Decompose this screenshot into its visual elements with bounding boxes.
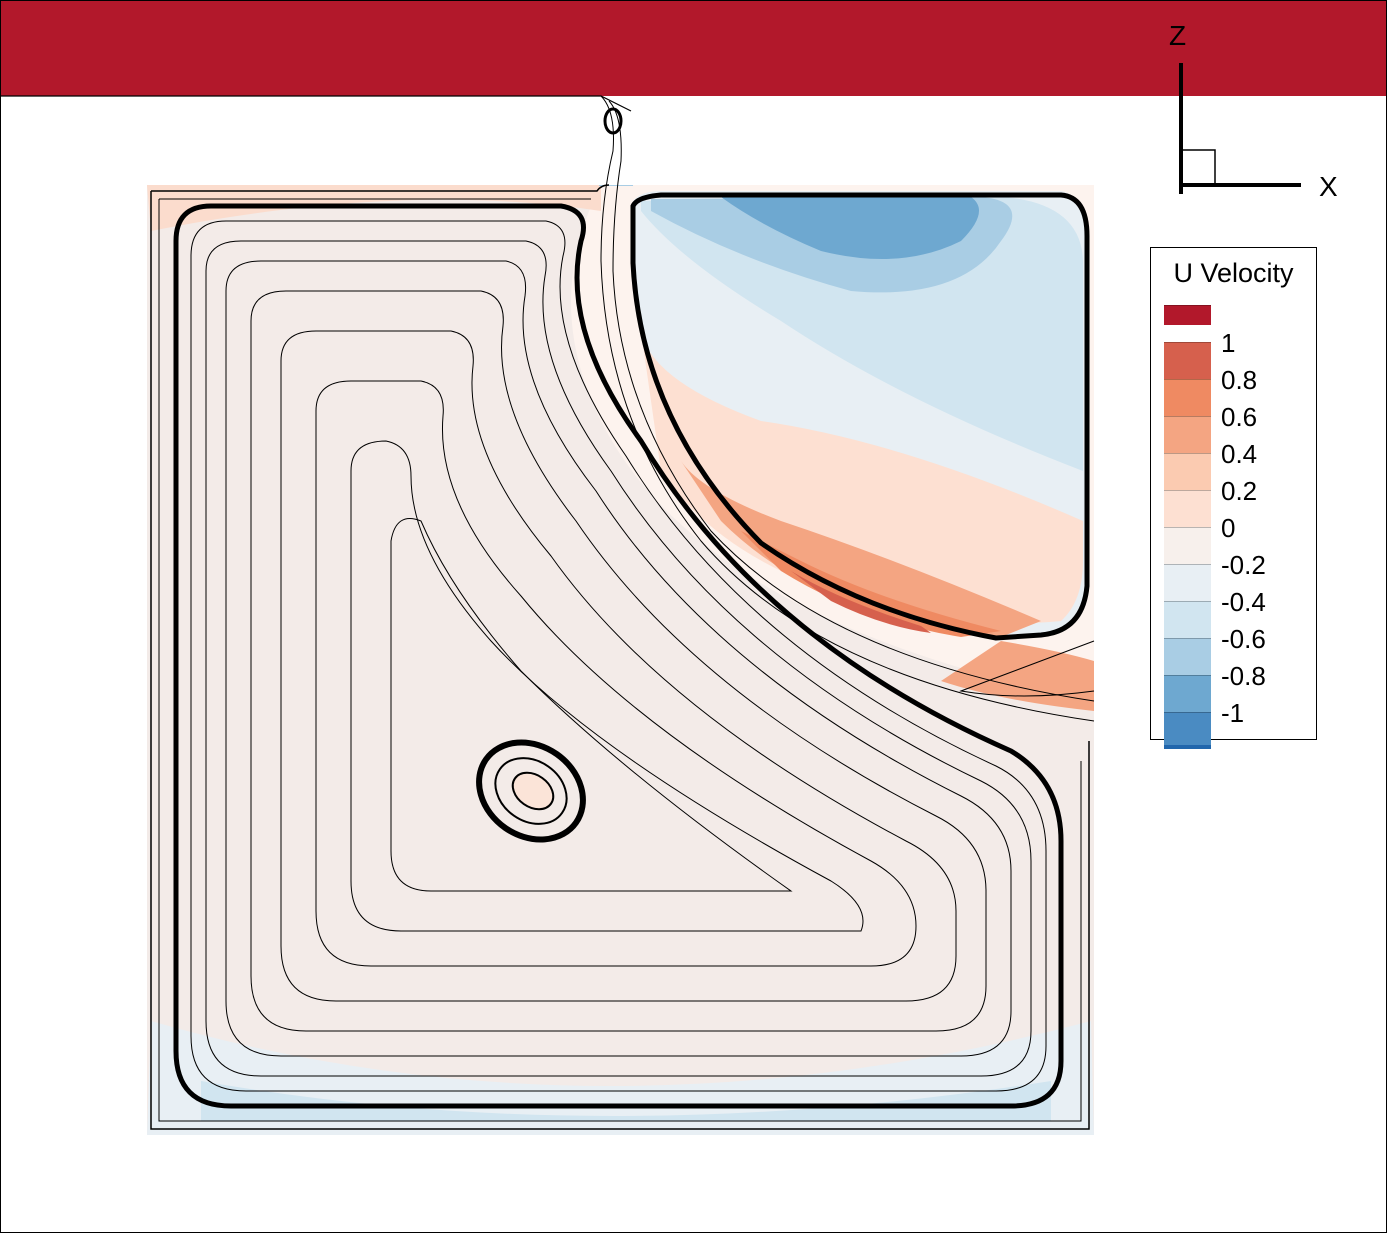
legend-swatch	[1164, 712, 1211, 749]
legend-swatch	[1164, 305, 1211, 325]
legend-level-label: 0.8	[1221, 365, 1258, 395]
legend-swatch	[1164, 379, 1211, 416]
legend-level-label: 0	[1221, 513, 1236, 543]
legend-level-label: 0.4	[1221, 439, 1258, 469]
legend-swatch	[1164, 638, 1211, 675]
axis-label-horizontal: X	[1319, 171, 1338, 202]
color-legend: U Velocity 1 0.8 0.6 0.4 0.2 0 -0.2 -0.4 -0.6 -0.…	[1150, 247, 1317, 749]
streamlines	[1, 95, 1095, 1130]
legend-level-label: -0.4	[1221, 587, 1266, 617]
legend-level-label: -0.6	[1221, 624, 1266, 654]
legend-swatch	[1164, 416, 1211, 453]
legend-swatch	[1164, 342, 1211, 379]
legend-level-label: 0.2	[1221, 476, 1258, 506]
axis-label-vertical: Z	[1169, 20, 1186, 51]
axis-triad: Z X	[1169, 20, 1338, 202]
legend-swatch	[1164, 490, 1211, 527]
legend-level-label: -0.2	[1221, 550, 1266, 580]
legend-level-label: 1	[1221, 328, 1236, 358]
legend-title: U Velocity	[1173, 258, 1294, 288]
legend-level-label: -0.8	[1221, 661, 1266, 691]
velocity-contours	[147, 185, 1094, 1135]
lid-band	[1, 1, 1386, 96]
legend-level-label: 0.6	[1221, 402, 1258, 432]
legend-swatch	[1164, 527, 1211, 564]
legend-swatch	[1164, 564, 1211, 601]
legend-swatch	[1164, 601, 1211, 638]
legend-swatch	[1164, 675, 1211, 712]
legend-level-label: -1	[1221, 698, 1245, 728]
legend-swatch	[1164, 453, 1211, 490]
